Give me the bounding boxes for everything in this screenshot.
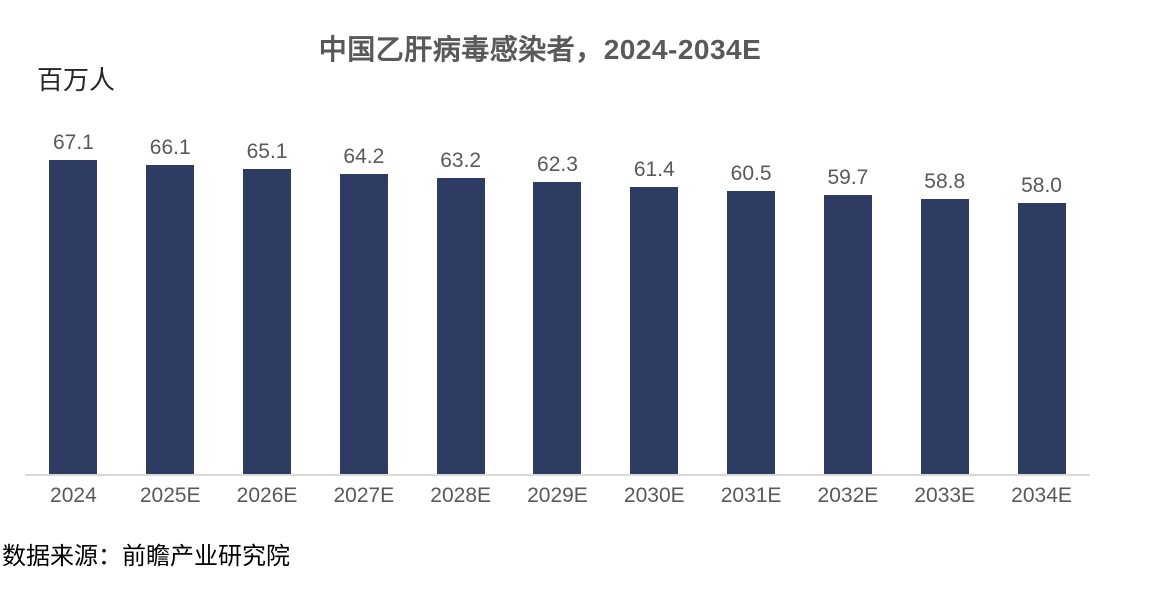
bar <box>436 178 485 474</box>
x-axis-tick-labels: 2024 2025E 2026E 2027E 2028E 2029E 2030E 2031E 2… <box>25 484 1090 508</box>
bar-value-label: 67.1 <box>52 131 94 154</box>
bar-value-label: 64.2 <box>343 145 385 168</box>
bar-value-label: 65.1 <box>246 140 288 163</box>
bar <box>243 169 292 474</box>
bar-column: 67.1 <box>25 114 122 474</box>
bar-value-label: 60.5 <box>730 162 772 185</box>
bar-value-label: 58.8 <box>924 170 966 193</box>
x-axis-tick-label: 2030E <box>623 484 685 507</box>
bar-value-label: 61.4 <box>633 158 675 181</box>
x-axis-tick-label: 2034E <box>1011 484 1072 507</box>
bar <box>339 174 388 474</box>
bar-value-label: 66.1 <box>149 136 191 159</box>
bar-column: 60.5 <box>703 114 800 474</box>
x-axis-line <box>25 474 1090 476</box>
bar-column: 58.8 <box>896 114 993 474</box>
x-axis-tick-label: 2033E <box>914 484 976 507</box>
x-axis-tick-label: 2027E <box>333 484 395 507</box>
bar <box>920 199 969 474</box>
bar-column: 65.1 <box>219 114 316 474</box>
bar-column: 59.7 <box>800 114 897 474</box>
bar-column: 62.3 <box>509 114 606 474</box>
bar-chart-plot-area: 67.1 66.1 65.1 64.2 63.2 62.3 61.4 60.5 59.7 58.8… <box>25 114 1090 474</box>
bar-column: 58.0 <box>993 114 1090 474</box>
bar-column: 64.2 <box>315 114 412 474</box>
bar <box>533 182 582 474</box>
bar <box>727 191 776 474</box>
x-axis-tick-label: 2028E <box>430 484 492 507</box>
x-axis-tick-label: 2032E <box>817 484 879 507</box>
x-axis-tick-label: 2026E <box>236 484 298 507</box>
bar-value-label: 63.2 <box>440 149 482 172</box>
chart-title: 中国乙肝病毒感染者，2024-2034E <box>318 34 762 65</box>
bar-column: 63.2 <box>412 114 509 474</box>
bar <box>146 165 195 474</box>
bar <box>630 187 679 474</box>
bar-column: 61.4 <box>606 114 703 474</box>
x-axis-tick-label: 2031E <box>720 484 782 507</box>
bar-value-label: 58.0 <box>1021 174 1062 197</box>
bar-value-label: 59.7 <box>827 166 869 189</box>
x-axis-tick-label: 2024 <box>50 484 97 507</box>
bar <box>1017 203 1066 474</box>
bar-value-label: 62.3 <box>537 153 578 176</box>
source-note: 数据来源：前瞻产业研究院 <box>2 544 290 570</box>
x-axis-tick-label: 2025E <box>139 484 201 507</box>
bar <box>49 160 98 474</box>
bar <box>823 195 872 474</box>
x-axis-tick-label: 2029E <box>527 484 588 507</box>
y-axis-unit-label: 百万人 <box>37 65 116 95</box>
bar-column: 66.1 <box>122 114 219 474</box>
